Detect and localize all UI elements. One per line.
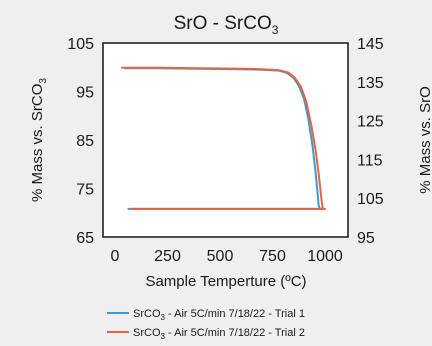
y-axis-title-text: % Mass vs. SrCO [29, 84, 46, 202]
y-axis-title-subscript: 3 [38, 78, 49, 84]
y-tick-label: 75 [76, 182, 94, 199]
x-tick-label: 0 [111, 248, 120, 265]
legend-entry-subscript: 3 [161, 332, 166, 341]
chart-title: SrO - SrCO3 [174, 13, 279, 37]
x-tick-label: 250 [154, 248, 181, 265]
y-tick-label: 95 [76, 85, 94, 102]
plot-area [102, 42, 349, 238]
legend-entry-prefix: SrCO [133, 327, 161, 339]
legend-entry-1: SrCO3 - Air 5C/min 7/18/22 - Trial 1 [133, 308, 305, 322]
legend-entry-suffix: - Air 5C/min 7/18/22 - Trial 1 [165, 308, 305, 320]
series-line-2 [121, 66, 326, 210]
y2-tick-label: 145 [357, 36, 384, 53]
y2-tick-label: 115 [357, 152, 383, 169]
legend-entry-2: SrCO3 - Air 5C/min 7/18/22 - Trial 2 [133, 327, 305, 341]
series-lines [121, 66, 326, 210]
y2-tick-label: 95 [357, 230, 375, 247]
y-axis-title: % Mass vs. SrCO3 [29, 78, 49, 202]
y-tick-label: 85 [76, 133, 94, 150]
legend-entry-suffix: - Air 5C/min 7/18/22 - Trial 2 [165, 327, 305, 339]
y2-tick-label: 105 [357, 191, 384, 208]
x-axis-title: Sample Temperture (ºC) [145, 273, 306, 290]
y2-tick-label: 125 [357, 114, 384, 131]
y2-tick-labels: 95 105 115 125 135 145 [357, 36, 384, 247]
chart-title-subscript: 3 [272, 23, 279, 37]
x-tick-label: 750 [259, 248, 286, 265]
y-tick-labels: 65 75 85 95 105 [67, 36, 94, 247]
chart-title-text: SrO - SrCO [174, 13, 272, 34]
legend-entry-subscript: 3 [161, 313, 166, 322]
x-tick-labels: 0 250 500 750 1000 [111, 248, 343, 265]
y-tick-label: 105 [67, 36, 94, 53]
y-tick-label: 65 [76, 230, 94, 247]
y2-tick-label: 135 [357, 75, 384, 92]
y2-axis-title: % Mass vs. SrO [417, 86, 432, 194]
legend: SrCO3 - Air 5C/min 7/18/22 - Trial 1SrCO… [107, 308, 305, 341]
x-tick-label: 500 [207, 248, 234, 265]
legend-entry-prefix: SrCO [133, 308, 161, 320]
x-tick-label: 1000 [307, 248, 343, 265]
